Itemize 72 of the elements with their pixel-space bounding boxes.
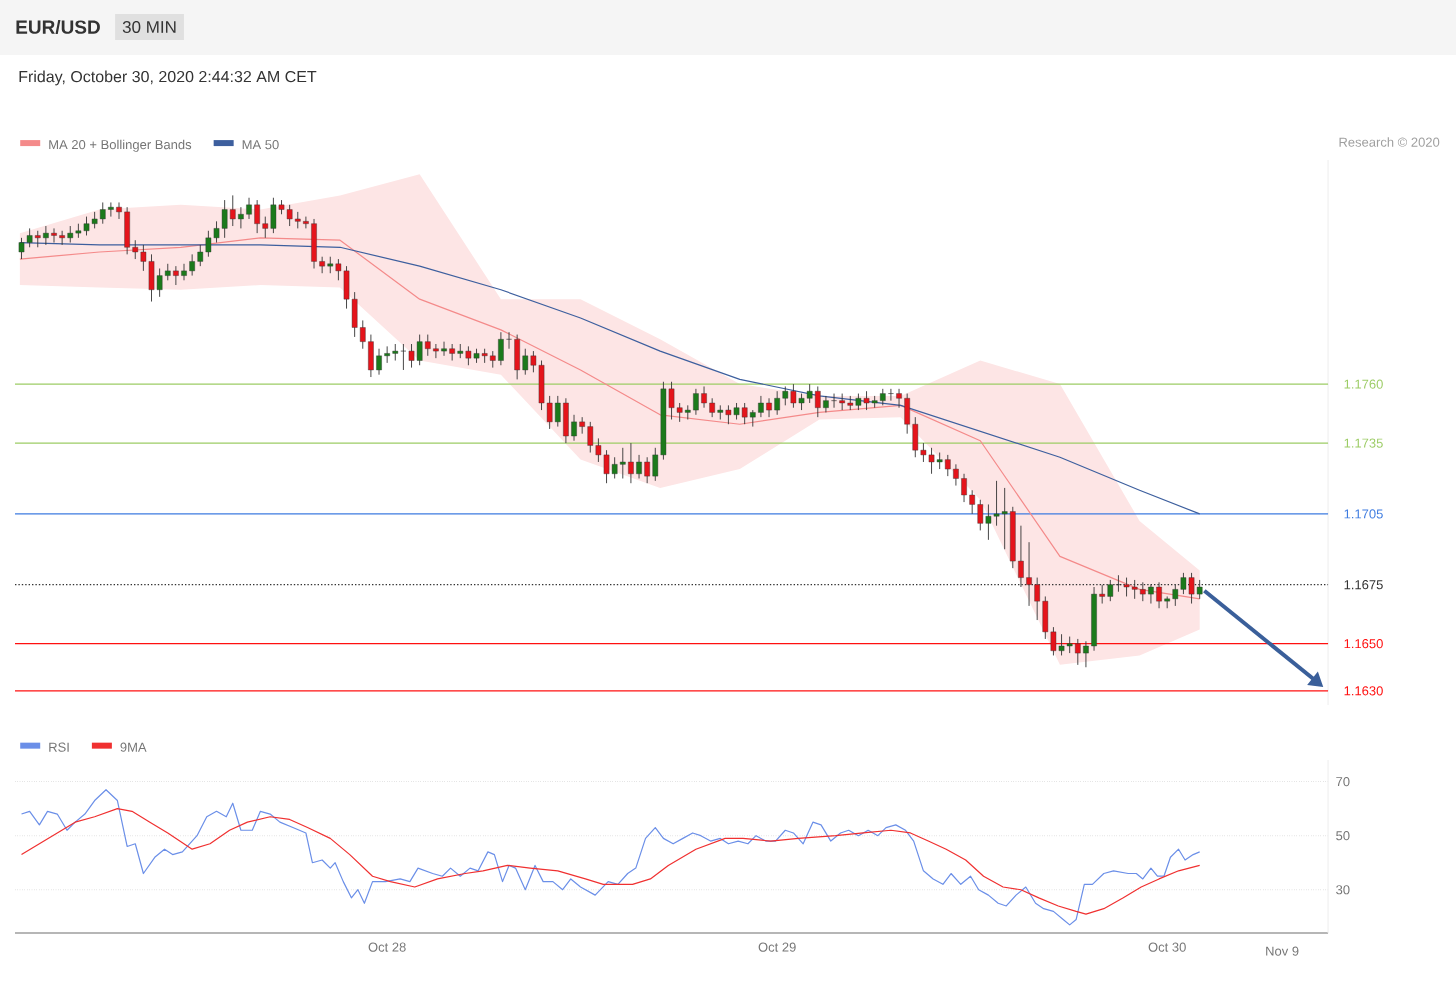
candlestick [449,343,455,361]
legend-label: RSI [49,742,69,752]
candlestick [303,216,309,229]
candlestick [636,454,642,479]
candlestick [238,206,244,229]
candlestick [319,256,325,274]
x-tick-label: Oct 30 [1148,942,1186,952]
candlestick [51,227,57,244]
candlestick [99,202,106,225]
candlestick [831,393,837,409]
candlestick [571,414,577,442]
candlestick [709,397,715,418]
candlestick [693,388,699,416]
text: Friday, October 30, 2020 2:44:32 AM CET [19,70,317,86]
candlestick [961,473,967,503]
candlestick [1099,584,1105,604]
candlestick [116,202,122,220]
candlestick [1075,638,1081,666]
candlestick [554,395,561,428]
candlestick [1083,640,1089,668]
y-tick-label: 30 [1336,885,1350,895]
candlestick [424,334,431,357]
candlestick [400,343,407,371]
y-tick-label: 1.1630 [1344,686,1383,696]
candlestick [644,456,650,484]
chart-title: EUR/USD [16,19,100,35]
y-tick-label: 1.1650 [1344,639,1383,649]
candlestick [944,454,951,477]
candlestick [254,199,260,234]
text: Research © 2020 [1339,137,1440,147]
text: Nov 9 [1266,946,1299,956]
x-tick-label: Oct 28 [368,942,406,952]
candlestick [619,447,626,479]
line-series [20,789,1201,926]
candlestick [441,341,447,357]
candlestick [433,343,439,359]
candlestick [628,442,634,484]
candlestick [59,230,65,246]
candlestick [384,345,390,364]
candlestick [189,253,195,277]
candlestick [888,388,894,402]
candlestick [181,263,187,281]
candlestick [774,390,780,416]
candlestick [896,388,902,409]
legend-label: MA 50 [242,140,279,150]
candlestick [969,489,975,515]
line-series [19,237,1201,600]
legend-label: 9MA [120,742,147,752]
candlestick [43,225,49,246]
candlestick [823,395,829,413]
candlestick [498,331,504,366]
candlestick [506,331,512,350]
y-tick-label: 70 [1336,777,1350,787]
chart-subtitle: 30 MIN [122,20,176,34]
y-tick-label: 1.1735 [1344,438,1383,448]
candlestick [359,319,366,350]
y-tick-label: 1.1760 [1344,379,1383,389]
candlestick [814,386,821,418]
candlestick [229,194,236,227]
candlestick [766,397,772,418]
candlestick [246,197,252,220]
y-tick-label: 1.1705 [1344,509,1383,519]
candlestick [376,348,382,376]
y-tick-label: 50 [1336,831,1350,841]
y-tick-label: 1.1675 [1344,580,1383,590]
candlestick [173,265,179,286]
legend-label: MA 20 + Bollinger Bands [49,139,192,152]
candlestick [953,463,959,487]
candlestick [758,395,764,418]
candlestick [701,386,707,409]
x-tick-label: Oct 29 [758,942,796,952]
candlestick [108,202,114,218]
